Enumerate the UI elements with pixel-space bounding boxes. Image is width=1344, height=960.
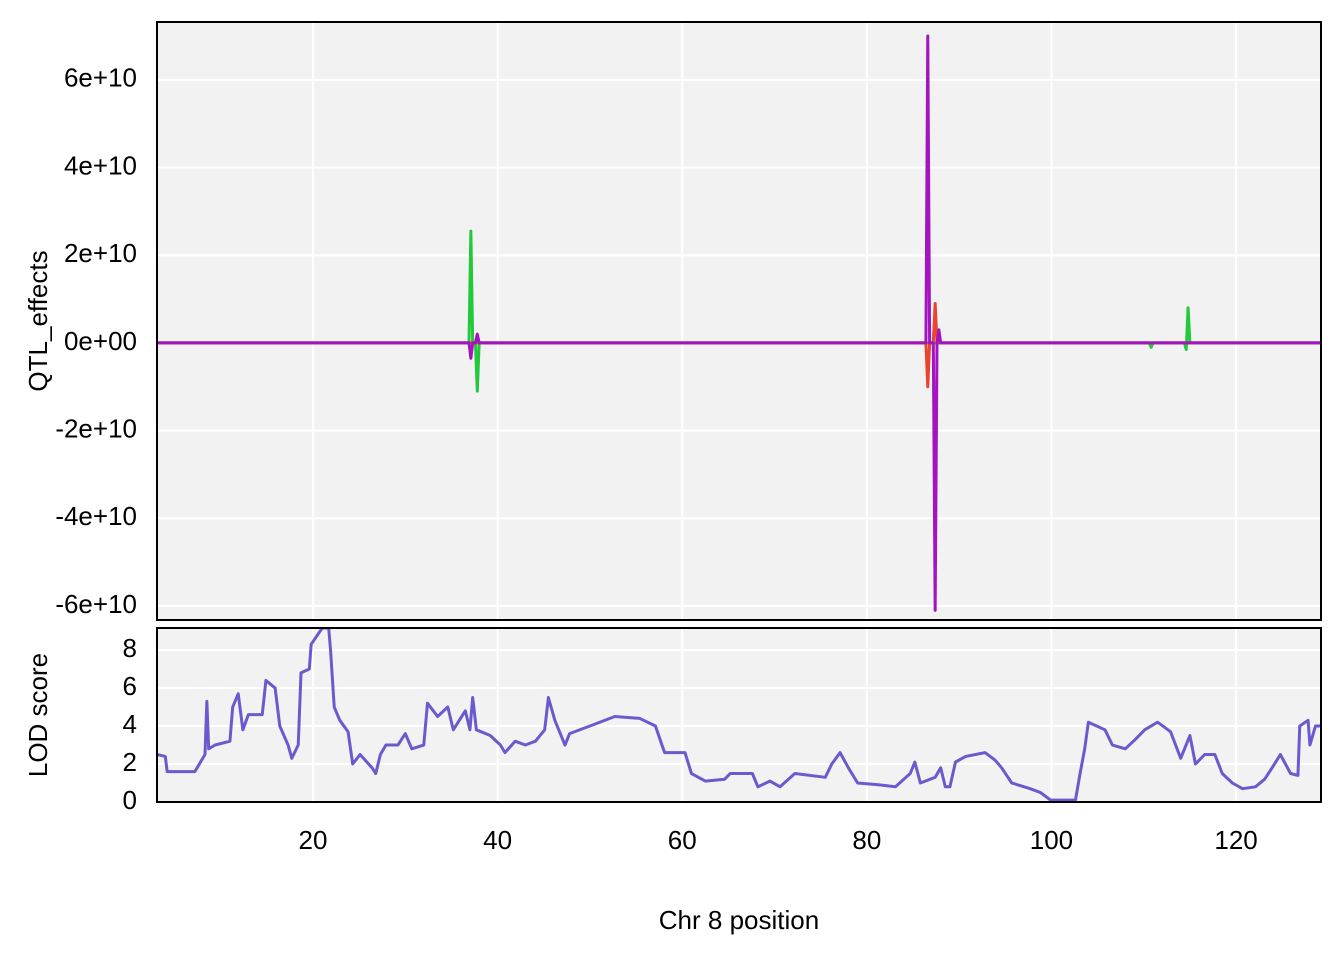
y-tick-label: -2e+10 (55, 413, 137, 443)
data-line (157, 628, 1321, 802)
data-line (157, 34, 1321, 612)
y-tick-label: 2 (123, 747, 137, 777)
y-tick-label: 4e+10 (64, 150, 137, 180)
y-axis-label: LOD score (23, 653, 53, 777)
y-tick-label: -6e+10 (55, 589, 137, 619)
plot-border (156, 21, 1322, 621)
x-tick-label: 60 (668, 825, 697, 855)
y-tick-label: 0 (123, 785, 137, 815)
y-tick-label: -4e+10 (55, 501, 137, 531)
x-tick-label: 40 (483, 825, 512, 855)
y-tick-label: 6e+10 (64, 63, 137, 93)
plot-background (157, 22, 1321, 620)
y-tick-label: 4 (123, 709, 137, 739)
y-tick-label: 6 (123, 671, 137, 701)
y-tick-label: 2e+10 (64, 238, 137, 268)
plot-border (156, 627, 1322, 803)
plot-area (157, 628, 1321, 802)
x-tick-label: 120 (1214, 825, 1257, 855)
x-tick-label: 80 (852, 825, 881, 855)
x-axis-label: Chr 8 position (659, 905, 819, 935)
x-tick-label: 100 (1030, 825, 1073, 855)
plot-area (157, 34, 1321, 612)
y-tick-label: 0e+00 (64, 326, 137, 356)
y-tick-label: 8 (123, 633, 137, 663)
x-tick-label: 20 (299, 825, 328, 855)
y-axis-label: QTL_effects (23, 250, 53, 391)
